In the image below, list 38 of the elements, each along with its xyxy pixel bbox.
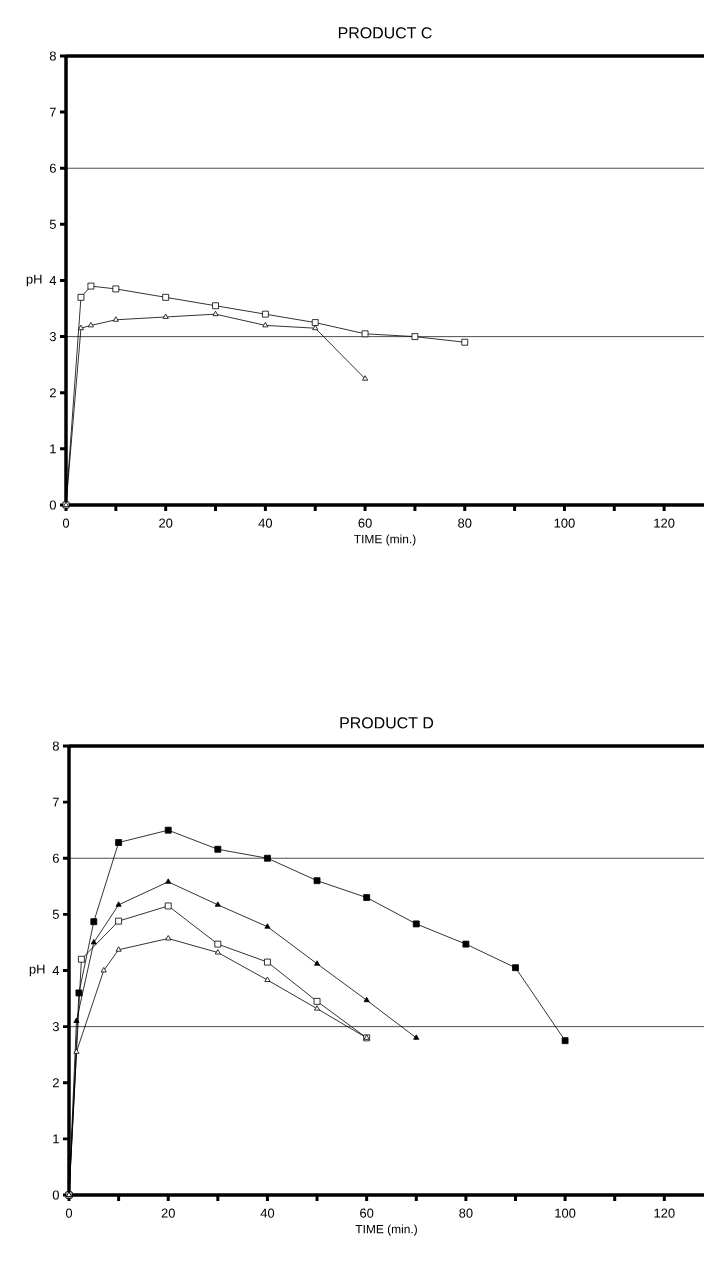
y-tick-label: 2 bbox=[52, 1078, 59, 1088]
y-tick-label: 4 bbox=[49, 276, 57, 285]
x-tick-label: 60 bbox=[360, 1208, 374, 1218]
y-tick-label: 3 bbox=[52, 1022, 59, 1032]
x-tick-label: 20 bbox=[159, 518, 173, 528]
y-tick-label: 7 bbox=[52, 797, 59, 807]
x-tick-label: 80 bbox=[459, 1208, 473, 1218]
y-tick-label: 0 bbox=[52, 1190, 59, 1200]
x-tick-label: 80 bbox=[458, 518, 472, 528]
x-tick-label: 0 bbox=[62, 518, 70, 528]
y-axis-title: pH bbox=[26, 274, 42, 287]
y-axis-title: pH bbox=[29, 964, 45, 977]
x-tick-label: 120 bbox=[654, 518, 675, 528]
y-tick-label: 6 bbox=[52, 853, 59, 863]
x-tick-label: 20 bbox=[161, 1208, 175, 1218]
x-tick-label: 0 bbox=[65, 1208, 73, 1218]
x-axis-title: TIME (min.) bbox=[354, 534, 416, 546]
x-axis-title: TIME (min.) bbox=[355, 1224, 417, 1236]
y-tick-label: 2 bbox=[49, 388, 56, 398]
x-tick-label: 40 bbox=[260, 1208, 275, 1218]
y-tick-label: 6 bbox=[49, 163, 56, 173]
y-tick-label: 4 bbox=[52, 966, 60, 975]
chart-title: PRODUCT D bbox=[340, 717, 434, 729]
chart-title: PRODUCT C bbox=[338, 27, 432, 39]
y-tick-label: 1 bbox=[50, 444, 56, 454]
x-tick-label: 60 bbox=[358, 518, 372, 528]
y-tick-label: 8 bbox=[49, 51, 56, 61]
x-tick-label: 100 bbox=[555, 1208, 576, 1218]
x-tick-label: 120 bbox=[654, 1208, 675, 1218]
y-tick-label: 8 bbox=[52, 741, 59, 751]
y-tick-label: 1 bbox=[53, 1134, 59, 1144]
y-tick-label: 0 bbox=[49, 500, 56, 510]
x-tick-label: 100 bbox=[554, 518, 575, 528]
y-tick-label: 5 bbox=[52, 909, 59, 919]
y-tick-label: 7 bbox=[49, 107, 56, 117]
y-tick-label: 3 bbox=[49, 332, 56, 342]
y-tick-label: 5 bbox=[49, 219, 56, 229]
x-tick-label: 40 bbox=[258, 518, 273, 528]
